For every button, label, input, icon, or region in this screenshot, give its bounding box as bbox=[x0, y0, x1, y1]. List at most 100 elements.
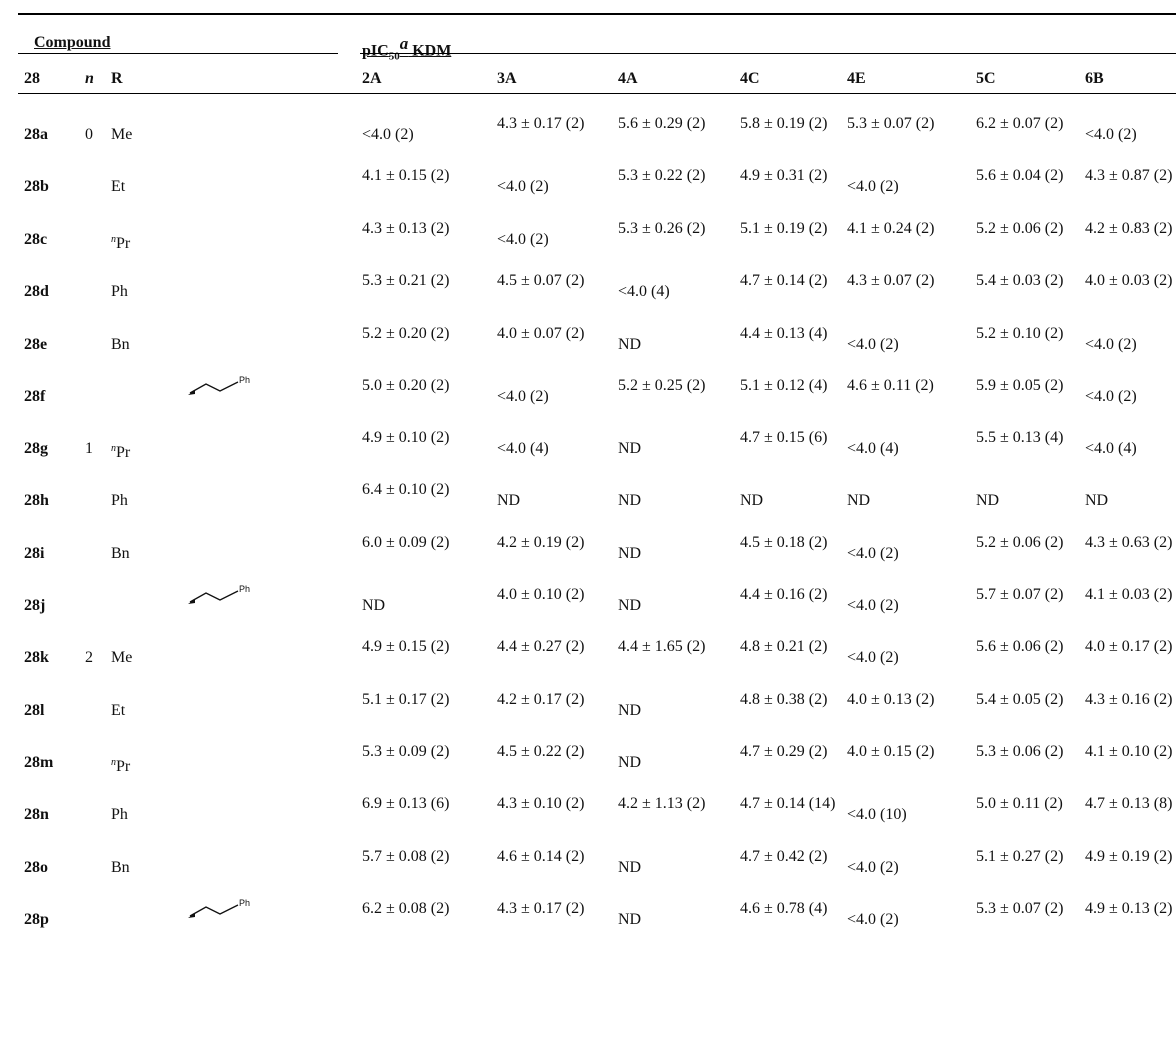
value-cell: <4.0 (10) bbox=[847, 806, 907, 823]
value-cell: 4.3 ± 0.10 (2) bbox=[497, 795, 585, 812]
r-group-label: Me bbox=[111, 649, 133, 666]
column-header-9: 6B bbox=[1085, 70, 1104, 87]
n-value: 1 bbox=[85, 440, 93, 457]
value-cell: 4.9 ± 0.15 (2) bbox=[362, 638, 450, 655]
value-cell: <4.0 (2) bbox=[847, 336, 899, 353]
value-cell: 4.7 ± 0.42 (2) bbox=[740, 848, 828, 865]
pic50-sup: a bbox=[399, 34, 409, 53]
value-cell: 4.3 ± 0.17 (2) bbox=[497, 900, 585, 917]
value-cell: 4.0 ± 0.10 (2) bbox=[497, 586, 585, 603]
header-rule bbox=[18, 93, 1176, 94]
r-group: Et bbox=[111, 177, 125, 196]
value-cell: <4.0 (2) bbox=[847, 649, 899, 666]
value-cell: 5.2 ± 0.06 (2) bbox=[976, 534, 1064, 551]
value-cell: 4.9 ± 0.10 (2) bbox=[362, 429, 450, 446]
value-cell: 4.4 ± 0.27 (2) bbox=[497, 638, 585, 655]
value-cell: 4.1 ± 0.15 (2) bbox=[362, 167, 450, 184]
value-cell: ND bbox=[618, 545, 642, 562]
compound-id: 28l bbox=[24, 702, 45, 719]
column-header-3: 2A bbox=[362, 70, 382, 87]
value-cell: 5.2 ± 0.10 (2) bbox=[976, 325, 1064, 342]
value-cell: 4.0 ± 0.15 (2) bbox=[847, 743, 935, 760]
value-cell: ND bbox=[618, 440, 642, 457]
value-cell: <4.0 (2) bbox=[1085, 126, 1137, 143]
value-cell: 4.3 ± 0.17 (2) bbox=[497, 115, 585, 132]
value-cell: 5.6 ± 0.06 (2) bbox=[976, 638, 1064, 655]
value-cell: 5.7 ± 0.07 (2) bbox=[976, 586, 1064, 603]
value-cell: 5.8 ± 0.19 (2) bbox=[740, 115, 828, 132]
value-cell: 5.6 ± 0.04 (2) bbox=[976, 167, 1064, 184]
compound-id: 28o bbox=[24, 859, 48, 876]
value-cell: 6.0 ± 0.09 (2) bbox=[362, 534, 450, 551]
value-cell: <4.0 (2) bbox=[847, 911, 899, 928]
column-header-5: 4A bbox=[618, 70, 638, 87]
value-cell: 4.6 ± 0.14 (2) bbox=[497, 848, 585, 865]
value-cell: ND bbox=[740, 492, 764, 509]
wedge-bond bbox=[188, 599, 195, 604]
value-cell: <4.0 (2) bbox=[847, 597, 899, 614]
r-group-label: Pr bbox=[116, 444, 131, 461]
value-cell: ND bbox=[618, 754, 642, 771]
phenethyl-structure: Ph bbox=[188, 584, 250, 604]
value-cell: ND bbox=[618, 859, 642, 876]
r-group-label: Ph bbox=[111, 492, 128, 509]
value-cell: <4.0 (2) bbox=[497, 178, 549, 195]
value-cell: 4.3 ± 0.87 (2) bbox=[1085, 167, 1173, 184]
value-cell: 5.0 ± 0.20 (2) bbox=[362, 377, 450, 394]
compound-group-header: Compound bbox=[34, 34, 111, 51]
value-cell: 5.2 ± 0.06 (2) bbox=[976, 220, 1064, 237]
value-cell: 4.2 ± 0.19 (2) bbox=[497, 534, 585, 551]
value-cell: ND bbox=[497, 492, 521, 509]
value-cell: 4.9 ± 0.19 (2) bbox=[1085, 848, 1173, 865]
phenyl-label: Ph bbox=[239, 898, 250, 908]
compound-id: 28p bbox=[24, 911, 49, 928]
bond-lines bbox=[189, 904, 239, 917]
r-group-label: Et bbox=[111, 178, 126, 195]
value-cell: 4.4 ± 0.13 (4) bbox=[740, 325, 828, 342]
r-group-prefix: n bbox=[111, 234, 116, 245]
value-cell: 4.3 ± 0.63 (2) bbox=[1085, 534, 1173, 551]
column-header-8: 5C bbox=[976, 70, 996, 87]
value-cell: 4.2 ± 0.83 (2) bbox=[1085, 220, 1173, 237]
compound-id: 28h bbox=[24, 492, 49, 509]
pic50-group-header: pIC50a KDM bbox=[362, 34, 451, 63]
compound-id: 28m bbox=[24, 754, 54, 771]
value-cell: 4.1 ± 0.03 (2) bbox=[1085, 586, 1173, 603]
compound-id: 28i bbox=[24, 545, 45, 562]
n-value: 0 bbox=[85, 126, 93, 143]
value-cell: 4.5 ± 0.07 (2) bbox=[497, 272, 585, 289]
value-cell: 4.4 ± 0.16 (2) bbox=[740, 586, 828, 603]
value-cell: 5.3 ± 0.07 (2) bbox=[976, 900, 1064, 917]
value-cell: 5.5 ± 0.13 (4) bbox=[976, 429, 1064, 446]
compound-id: 28j bbox=[24, 597, 46, 614]
r-group: nPr bbox=[111, 230, 130, 253]
value-cell: 5.2 ± 0.25 (2) bbox=[618, 377, 706, 394]
value-cell: 4.6 ± 0.78 (4) bbox=[740, 900, 828, 917]
r-group-label: Bn bbox=[111, 859, 130, 876]
phenethyl-structure: Ph bbox=[188, 898, 250, 918]
value-cell: 5.6 ± 0.29 (2) bbox=[618, 115, 706, 132]
value-cell: 5.2 ± 0.20 (2) bbox=[362, 325, 450, 342]
value-cell: ND bbox=[618, 702, 642, 719]
r-group: Me bbox=[111, 125, 132, 144]
value-cell: <4.0 (2) bbox=[847, 859, 899, 876]
value-cell: <4.0 (4) bbox=[1085, 440, 1137, 457]
column-header-4: 3A bbox=[497, 70, 517, 87]
value-cell: 4.0 ± 0.13 (2) bbox=[847, 691, 935, 708]
compound-group-rule bbox=[18, 53, 338, 54]
compound-id: 28d bbox=[24, 283, 49, 300]
r-group: Bn bbox=[111, 335, 130, 354]
phenyl-label: Ph bbox=[239, 584, 250, 594]
value-cell: 5.7 ± 0.08 (2) bbox=[362, 848, 450, 865]
value-cell: 5.3 ± 0.21 (2) bbox=[362, 272, 450, 289]
value-cell: 4.8 ± 0.21 (2) bbox=[740, 638, 828, 655]
r-group-label: Bn bbox=[111, 336, 130, 353]
value-cell: 4.7 ± 0.29 (2) bbox=[740, 743, 828, 760]
bond-lines bbox=[189, 590, 239, 603]
column-header-6: 4C bbox=[740, 70, 760, 87]
value-cell: ND bbox=[362, 597, 386, 614]
value-cell: 5.1 ± 0.17 (2) bbox=[362, 691, 450, 708]
value-cell: 5.3 ± 0.09 (2) bbox=[362, 743, 450, 760]
r-group-label: Ph bbox=[111, 283, 128, 300]
r-group: Ph bbox=[111, 805, 128, 824]
